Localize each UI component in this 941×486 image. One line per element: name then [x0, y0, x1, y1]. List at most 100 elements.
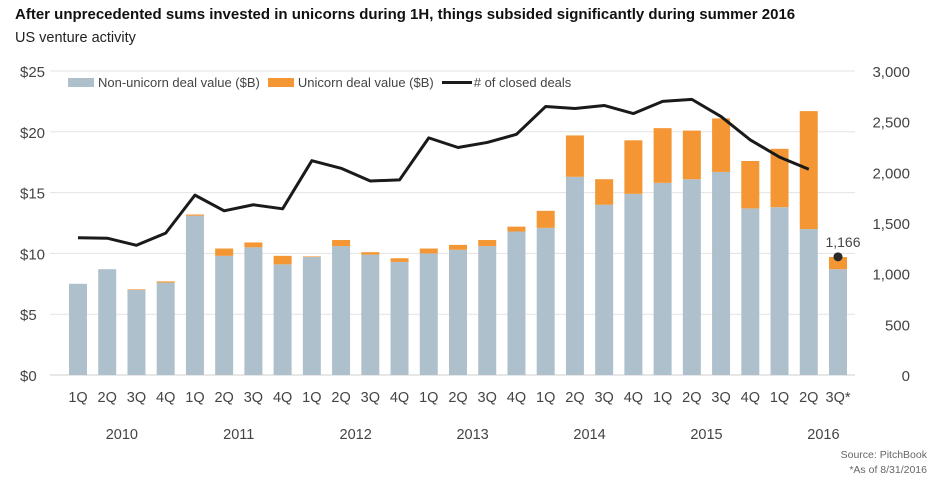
right-tick-label: 500 — [885, 317, 910, 334]
bar-non-unicorn — [799, 229, 818, 375]
bar-unicorn — [127, 289, 146, 290]
x-tick-label: 2Q — [448, 390, 467, 406]
bar-non-unicorn — [332, 246, 351, 375]
x-tick-label: 4Q — [156, 390, 175, 406]
bar-non-unicorn — [98, 269, 117, 375]
bar-non-unicorn — [127, 289, 146, 375]
bar-non-unicorn — [478, 246, 497, 375]
bar-unicorn — [302, 256, 321, 258]
bar-unicorn — [332, 240, 351, 247]
year-label: 2014 — [573, 427, 605, 443]
bar-unicorn — [449, 244, 467, 250]
legend-swatch — [68, 78, 94, 87]
left-tick-label: $5 — [20, 307, 37, 324]
left-tick-label: $25 — [20, 64, 45, 81]
x-tick-label: 1Q — [419, 390, 438, 406]
deals-line — [77, 97, 810, 247]
right-tick-label: 1,000 — [872, 267, 910, 284]
source-note: Source: PitchBook *As of 8/31/2016 — [841, 448, 927, 478]
bar-non-unicorn — [361, 254, 380, 375]
x-tick-label: 3Q — [244, 390, 263, 406]
bar-unicorn — [682, 130, 701, 180]
chart-subtitle: US venture activity — [15, 30, 136, 46]
bar-non-unicorn — [215, 255, 234, 375]
bar-unicorn — [624, 140, 643, 194]
x-tick-label: 2Q — [98, 390, 117, 406]
x-tick-label: 1Q — [68, 390, 87, 406]
legend-label: Unicorn deal value ($B) — [297, 75, 434, 90]
year-label: 2012 — [340, 427, 372, 443]
bar-non-unicorn — [770, 207, 789, 375]
bar-unicorn — [156, 281, 175, 283]
left-tick-label: $15 — [20, 186, 45, 203]
deals-annotation: 1,166 — [825, 234, 860, 250]
bar-unicorn — [799, 111, 818, 230]
bar-unicorn — [507, 226, 526, 232]
bar-non-unicorn — [682, 179, 701, 375]
bar-unicorn — [361, 252, 380, 255]
x-tick-label: 4Q — [624, 390, 643, 406]
x-tick-label: 4Q — [741, 390, 760, 406]
chart-title: After unprecedented sums invested in uni… — [15, 6, 796, 23]
x-tick-label: 3Q — [361, 390, 380, 406]
x-tick-label: 1Q — [185, 390, 204, 406]
left-tick-label: $0 — [20, 368, 37, 385]
x-tick-label: 3Q — [478, 390, 497, 406]
deals-point-last — [833, 252, 843, 262]
bar-unicorn — [244, 242, 263, 248]
bar-unicorn — [273, 255, 292, 265]
x-tick-label: 1Q — [653, 390, 672, 406]
bar-non-unicorn — [536, 227, 555, 375]
x-tick-label: 1Q — [770, 390, 789, 406]
year-label: 2011 — [223, 427, 254, 443]
legend-label: Non-unicorn deal value ($B) — [98, 75, 260, 90]
bar-unicorn — [536, 210, 555, 228]
x-tick-label: 4Q — [507, 390, 526, 406]
legend: Non-unicorn deal value ($B) Unicorn deal… — [68, 75, 579, 90]
bar-unicorn — [478, 240, 497, 247]
bar-non-unicorn — [185, 215, 204, 375]
legend-item-non-unicorn: Non-unicorn deal value ($B) — [68, 75, 260, 90]
year-label: 2016 — [807, 427, 839, 443]
x-tick-label: 4Q — [390, 390, 409, 406]
legend-item-deals: # of closed deals — [441, 75, 572, 90]
bar-non-unicorn — [390, 261, 409, 375]
bar-non-unicorn — [273, 264, 292, 375]
bar-non-unicorn — [595, 204, 614, 375]
source-text: Source: PitchBook — [840, 449, 927, 461]
bar-non-unicorn — [712, 171, 731, 375]
legend-swatch — [267, 78, 294, 87]
bar-non-unicorn — [741, 208, 760, 375]
bar-unicorn — [565, 135, 584, 177]
x-tick-label: 2Q — [799, 390, 818, 406]
legend-item-unicorn: Unicorn deal value ($B) — [267, 75, 434, 90]
year-label: 2010 — [106, 427, 138, 443]
bar-unicorn — [770, 148, 789, 208]
bar-non-unicorn — [302, 257, 321, 375]
year-label: 2013 — [456, 427, 488, 443]
x-tick-label: 3Q — [711, 390, 730, 406]
bar-unicorn — [185, 214, 204, 216]
legend-line — [441, 81, 472, 84]
bar-non-unicorn — [156, 282, 175, 375]
legend-label: # of closed deals — [473, 75, 572, 90]
x-tick-label: 3Q — [127, 390, 146, 406]
bar-non-unicorn — [653, 182, 672, 375]
right-tick-label: 3,000 — [872, 64, 910, 81]
x-tick-label: 2Q — [331, 390, 350, 406]
year-label: 2015 — [690, 427, 722, 443]
bar-non-unicorn — [69, 283, 87, 375]
bar-non-unicorn — [419, 253, 438, 375]
x-tick-label: 3Q* — [826, 390, 851, 406]
right-tick-label: 0 — [902, 368, 910, 385]
bar-non-unicorn — [507, 231, 526, 375]
bar-non-unicorn — [829, 269, 847, 375]
bar-unicorn — [215, 248, 234, 256]
bar-non-unicorn — [565, 176, 584, 375]
x-tick-label: 3Q — [594, 390, 613, 406]
footnote: *As of 8/31/2016 — [849, 464, 927, 476]
bar-unicorn — [653, 128, 672, 183]
left-tick-label: $10 — [20, 246, 45, 263]
